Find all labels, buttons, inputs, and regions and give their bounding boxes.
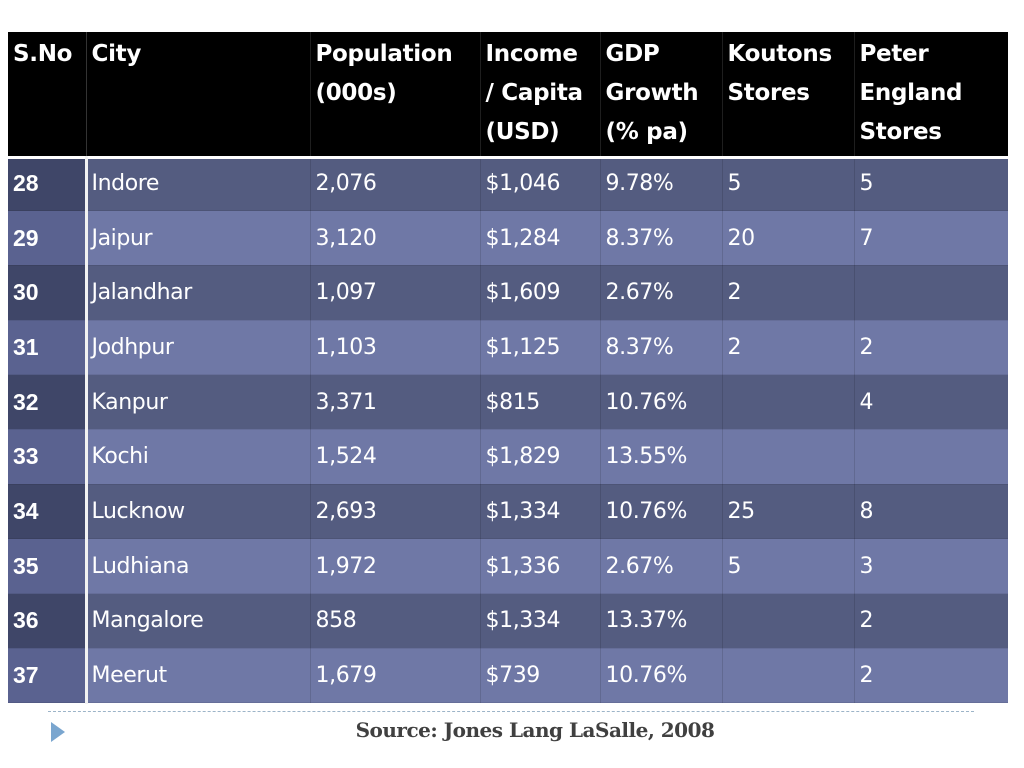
source-caption: Source: Jones Lang LaSalle, 2008 [355,718,715,742]
column-divider [85,156,88,704]
table-row: 35 Ludhiana 1,972 $1,336 2.67% 5 3 [8,538,1008,594]
cell-sno: 36 [8,593,87,649]
cell-population: 2,076 [310,156,481,212]
footer-divider [48,711,974,712]
cell-koutons-stores [722,429,855,485]
cell-gdp-growth: 13.37% [600,593,723,649]
header-peter-england-stores: Peter England Stores [854,32,1008,156]
city-stores-table: S.No City Population (000s) Income / Cap… [8,32,1008,704]
cell-gdp-growth: 10.76% [600,648,723,704]
cell-gdp-growth: 10.76% [600,484,723,540]
cell-population: 1,097 [310,265,481,321]
cell-city: Jodhpur [86,320,311,376]
cell-sno: 30 [8,265,87,321]
cell-gdp-growth: 8.37% [600,210,723,266]
cell-peter-england-stores: 4 [854,374,1008,430]
cell-koutons-stores: 20 [722,210,855,266]
cell-koutons-stores [722,374,855,430]
cell-sno: 28 [8,156,87,212]
table-row: 31 Jodhpur 1,103 $1,125 8.37% 2 2 [8,320,1008,376]
cell-population: 1,972 [310,538,481,594]
cell-population: 858 [310,593,481,649]
header-income: Income / Capita (USD) [480,32,601,156]
cell-population: 1,679 [310,648,481,704]
cell-peter-england-stores [854,265,1008,321]
cell-peter-england-stores: 8 [854,484,1008,540]
header-gdp-growth: GDP Growth (% pa) [600,32,723,156]
cell-city: Indore [86,156,311,212]
header-koutons-stores: Koutons Stores [722,32,855,156]
header-row: S.No City Population (000s) Income / Cap… [8,32,1008,156]
cell-gdp-growth: 9.78% [600,156,723,212]
cell-city: Mangalore [86,593,311,649]
table-row: 30 Jalandhar 1,097 $1,609 2.67% 2 [8,265,1008,321]
cell-gdp-growth: 13.55% [600,429,723,485]
table-row: 32 Kanpur 3,371 $815 10.76% 4 [8,374,1008,430]
cell-population: 3,120 [310,210,481,266]
cell-sno: 29 [8,210,87,266]
cell-koutons-stores: 2 [722,320,855,376]
cell-city: Jaipur [86,210,311,266]
cell-population: 3,371 [310,374,481,430]
cell-city: Jalandhar [86,265,311,321]
cell-peter-england-stores: 3 [854,538,1008,594]
cell-sno: 34 [8,484,87,540]
cell-population: 1,103 [310,320,481,376]
cell-city: Meerut [86,648,311,704]
cell-city: Ludhiana [86,538,311,594]
table-row: 36 Mangalore 858 $1,334 13.37% 2 [8,593,1008,649]
cell-peter-england-stores: 2 [854,648,1008,704]
table-row: 29 Jaipur 3,120 $1,284 8.37% 20 7 [8,210,1008,266]
cell-gdp-growth: 8.37% [600,320,723,376]
table-row: 28 Indore 2,076 $1,046 9.78% 5 5 [8,156,1008,212]
table-body: 28 Indore 2,076 $1,046 9.78% 5 5 29 Jaipur 3,120 $… [8,156,1008,704]
table-row: 33 Kochi 1,524 $1,829 13.55% [8,429,1008,485]
table-row: 37 Meerut 1,679 $739 10.76% 2 [8,648,1008,704]
header-city: City [86,32,311,156]
cell-peter-england-stores: 2 [854,320,1008,376]
cell-income: $1,334 [480,484,601,540]
cell-peter-england-stores: 7 [854,210,1008,266]
table-row: 34 Lucknow 2,693 $1,334 10.76% 25 8 [8,484,1008,540]
cell-sno: 32 [8,374,87,430]
cell-income: $1,334 [480,593,601,649]
cell-koutons-stores: 25 [722,484,855,540]
cell-income: $739 [480,648,601,704]
cell-income: $1,125 [480,320,601,376]
cell-income: $1,046 [480,156,601,212]
cell-gdp-growth: 2.67% [600,538,723,594]
cell-koutons-stores: 5 [722,156,855,212]
cell-peter-england-stores: 2 [854,593,1008,649]
cell-city: Lucknow [86,484,311,540]
cell-income: $815 [480,374,601,430]
cell-koutons-stores: 2 [722,265,855,321]
cell-income: $1,829 [480,429,601,485]
header-sno: S.No [8,32,87,156]
cell-income: $1,336 [480,538,601,594]
cell-city: Kochi [86,429,311,485]
cell-sno: 33 [8,429,87,485]
cell-sno: 37 [8,648,87,704]
cell-gdp-growth: 10.76% [600,374,723,430]
triangle-right-icon [51,722,65,742]
cell-peter-england-stores: 5 [854,156,1008,212]
cell-sno: 31 [8,320,87,376]
cell-population: 1,524 [310,429,481,485]
header-divider [8,156,1008,159]
cell-peter-england-stores [854,429,1008,485]
cell-sno: 35 [8,538,87,594]
cell-population: 2,693 [310,484,481,540]
cell-gdp-growth: 2.67% [600,265,723,321]
cell-income: $1,609 [480,265,601,321]
cell-koutons-stores [722,593,855,649]
cell-koutons-stores [722,648,855,704]
cell-income: $1,284 [480,210,601,266]
cell-city: Kanpur [86,374,311,430]
header-population: Population (000s) [310,32,481,156]
cell-koutons-stores: 5 [722,538,855,594]
